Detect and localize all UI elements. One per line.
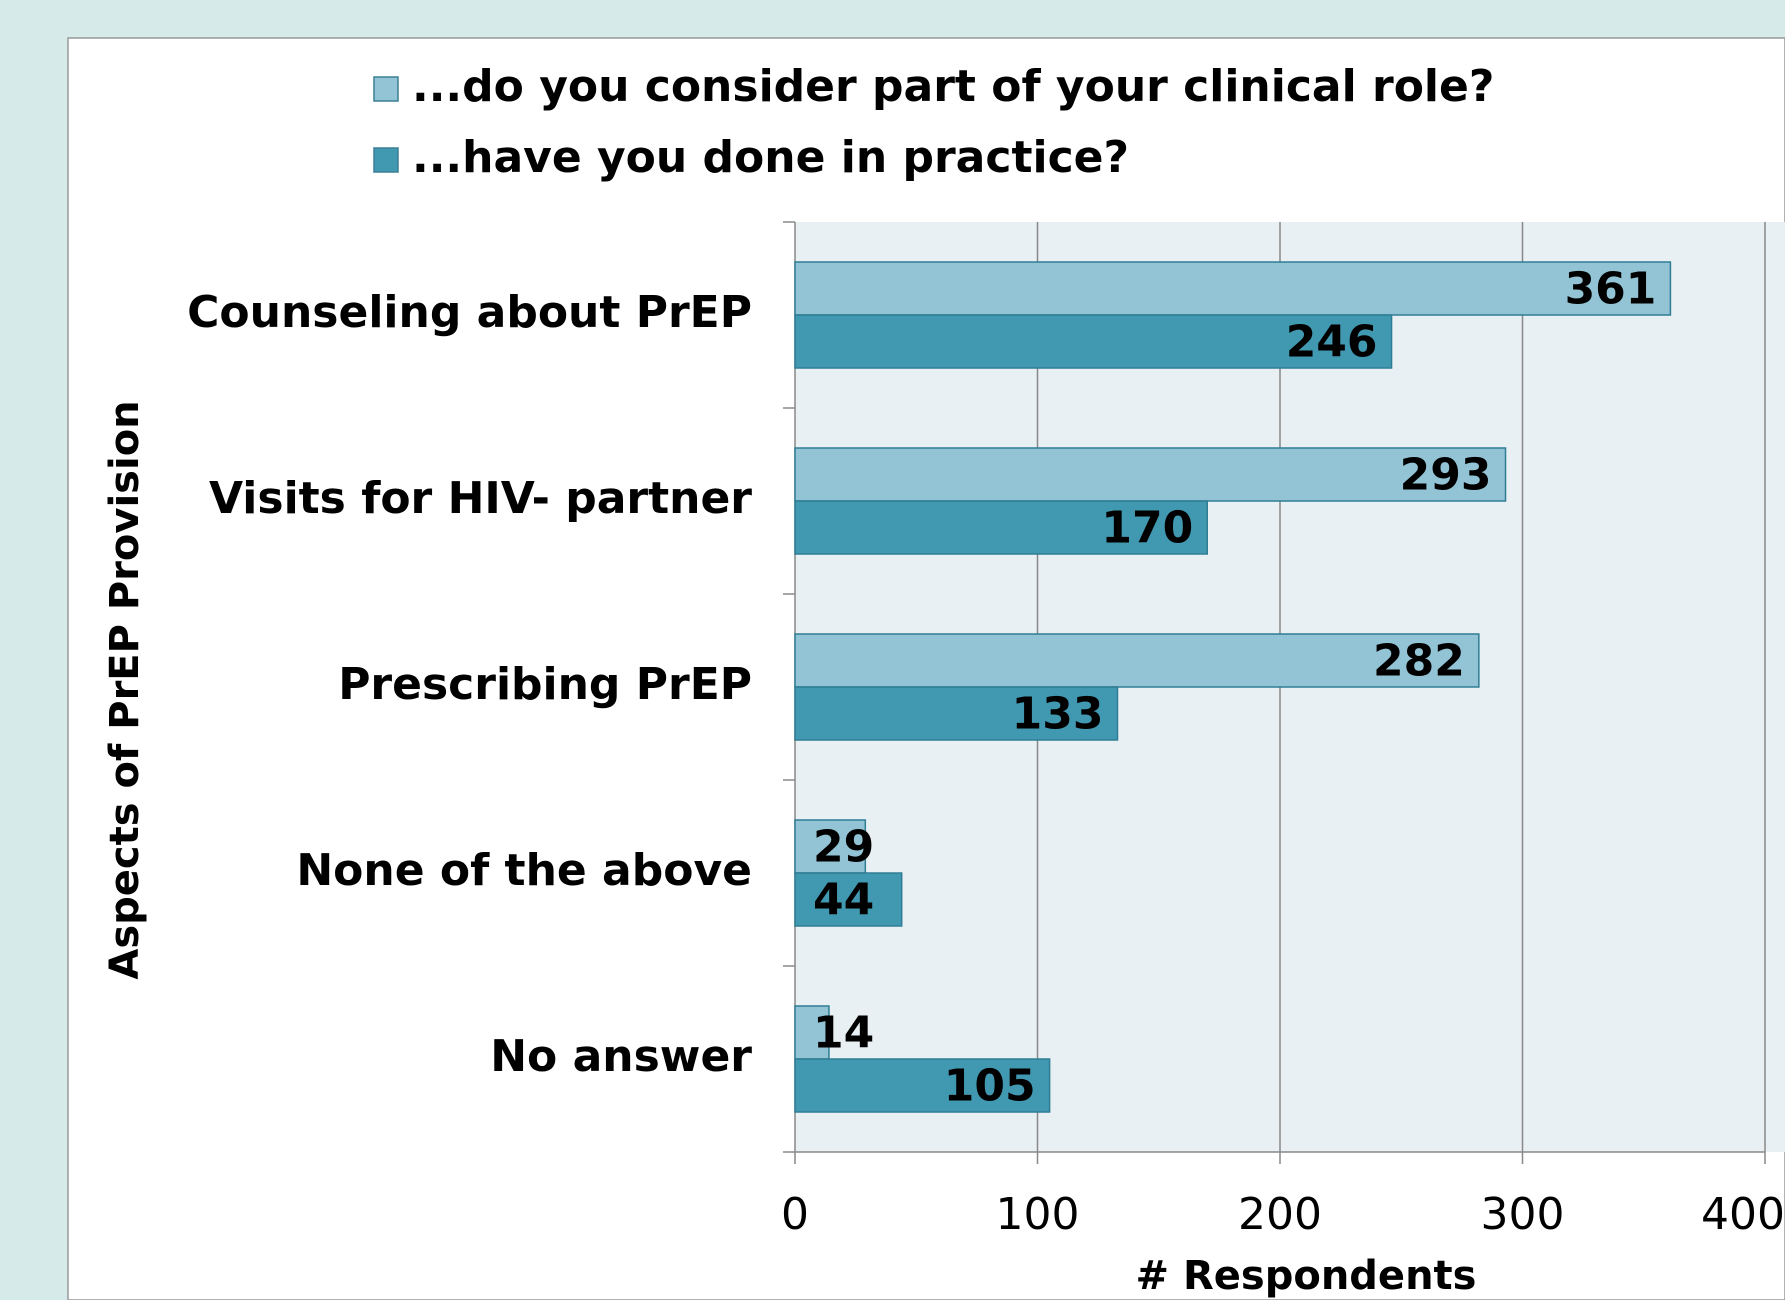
y-axis-title: Aspects of PrEP Provision: [102, 400, 148, 979]
value-label: 170: [1101, 503, 1193, 554]
value-label: 282: [1373, 636, 1465, 687]
bar: [794, 447, 1507, 502]
value-label: 105: [944, 1061, 1036, 1112]
bar: [794, 1058, 1051, 1113]
y-tick-label: Prescribing PrEP: [338, 659, 752, 710]
bar: [794, 261, 1672, 316]
bar: [794, 314, 1393, 369]
value-label: 246: [1286, 317, 1378, 368]
bar: [794, 872, 903, 927]
y-tick-label: Visits for HIV- partner: [209, 473, 752, 524]
value-label: 293: [1400, 450, 1492, 501]
x-tick-label: 300: [1481, 1189, 1565, 1240]
bar: [794, 686, 1119, 741]
bar: [794, 819, 867, 874]
value-label: 44: [813, 875, 874, 926]
x-axis-title: # Respondents: [1136, 1253, 1477, 1299]
y-tick-label: None of the above: [296, 845, 752, 896]
value-label: 14: [813, 1008, 874, 1059]
bar: [794, 633, 1480, 688]
value-label: 361: [1565, 264, 1657, 315]
x-tick-label: 400: [1701, 1189, 1785, 1240]
legend-swatch: [373, 76, 399, 102]
legend-label: ...have you done in practice?: [412, 132, 1129, 183]
y-tick-label: No answer: [490, 1031, 752, 1082]
x-tick-label: 200: [1238, 1189, 1322, 1240]
y-tick-label: Counseling about PrEP: [187, 287, 752, 338]
value-label: 133: [1012, 689, 1104, 740]
x-tick-label: 100: [996, 1189, 1080, 1240]
x-tick-label: 0: [781, 1189, 809, 1240]
legend-label: ...do you consider part of your clinical…: [412, 61, 1494, 112]
value-label: 29: [813, 822, 874, 873]
legend-swatch: [373, 147, 399, 173]
bar: [794, 500, 1208, 555]
